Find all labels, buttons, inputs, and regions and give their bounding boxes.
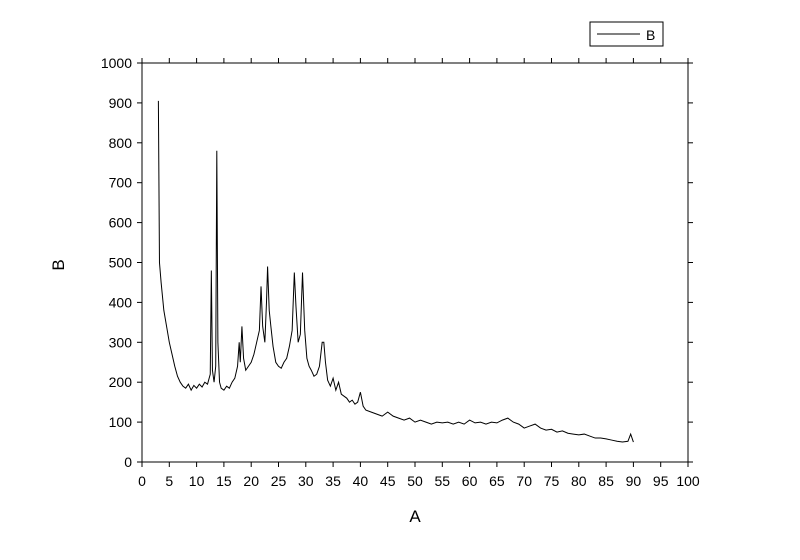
x-tick-label: 30 bbox=[298, 473, 314, 489]
x-tick-label: 65 bbox=[489, 473, 505, 489]
y-tick-label: 800 bbox=[109, 135, 133, 151]
x-tick-label: 70 bbox=[516, 473, 532, 489]
y-tick-label: 700 bbox=[109, 175, 133, 191]
x-tick-label: 5 bbox=[165, 473, 173, 489]
x-tick-label: 35 bbox=[325, 473, 341, 489]
x-tick-label: 100 bbox=[676, 473, 700, 489]
x-tick-label: 10 bbox=[189, 473, 205, 489]
y-tick-label: 500 bbox=[109, 255, 133, 271]
x-tick-label: 15 bbox=[216, 473, 232, 489]
y-tick-label: 600 bbox=[109, 215, 133, 231]
x-tick-label: 40 bbox=[353, 473, 369, 489]
x-tick-label: 25 bbox=[271, 473, 287, 489]
data-line bbox=[157, 100, 634, 443]
y-tick-label: 0 bbox=[124, 454, 132, 470]
x-tick-label: 20 bbox=[243, 473, 259, 489]
y-tick-label: 400 bbox=[109, 294, 133, 310]
x-tick-label: 45 bbox=[380, 473, 396, 489]
x-tick-label: 55 bbox=[435, 473, 451, 489]
legend-label: B bbox=[646, 27, 655, 43]
x-tick-label: 90 bbox=[626, 473, 642, 489]
x-tick-label: 80 bbox=[571, 473, 587, 489]
y-tick-label: 300 bbox=[109, 334, 133, 350]
y-tick-label: 100 bbox=[109, 414, 133, 430]
x-tick-label: 0 bbox=[138, 473, 146, 489]
y-axis-label: B bbox=[49, 259, 68, 270]
x-tick-label: 95 bbox=[653, 473, 669, 489]
y-tick-label: 200 bbox=[109, 374, 133, 390]
y-tick-label: 900 bbox=[109, 95, 133, 111]
x-tick-label: 60 bbox=[462, 473, 478, 489]
plot-frame bbox=[141, 62, 689, 463]
x-axis-label: A bbox=[409, 507, 421, 526]
x-tick-label: 85 bbox=[598, 473, 614, 489]
y-tick-label: 1000 bbox=[101, 55, 132, 71]
x-tick-label: 50 bbox=[407, 473, 423, 489]
x-tick-label: 75 bbox=[544, 473, 560, 489]
